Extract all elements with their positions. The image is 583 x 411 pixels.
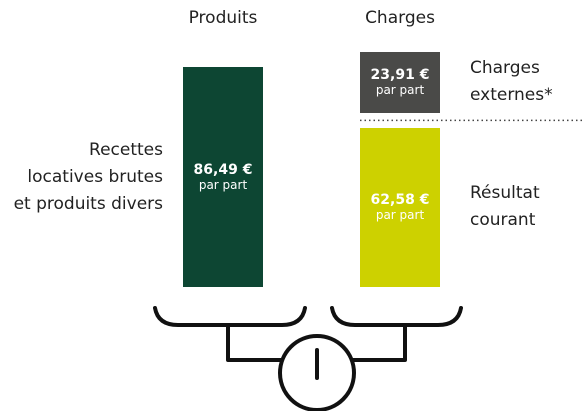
bar: 23,91 € par part: [360, 52, 440, 113]
value-label: 86,49 €: [193, 162, 253, 178]
value-label: 23,91 €: [370, 67, 430, 84]
brace-right: [330, 306, 463, 362]
legend-label: Résultat courant: [470, 183, 540, 231]
legend-label: Recettes locatives brutes et produits di…: [13, 139, 163, 214]
bar: 62,58 € par part: [360, 127, 440, 287]
value-label: 62,58 €: [370, 192, 430, 209]
brace-left: [153, 306, 307, 362]
category-label: Charges: [365, 8, 435, 28]
unit-label: par part: [198, 178, 248, 192]
unit-label: par part: [375, 208, 425, 223]
unit-label: par part: [375, 83, 425, 98]
category-label: Produits: [188, 8, 258, 28]
legend-label: Charges externes*: [470, 58, 553, 106]
bar: 86,49 € par part: [183, 67, 263, 287]
